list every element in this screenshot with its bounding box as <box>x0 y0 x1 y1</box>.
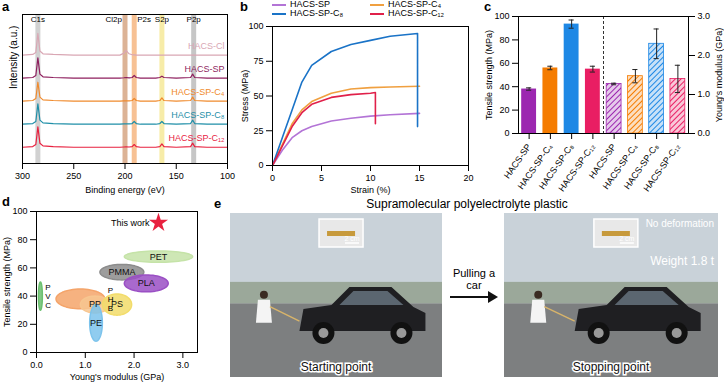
svg-text:2 cm: 2 cm <box>619 235 634 242</box>
svg-text:2 cm: 2 cm <box>344 235 359 242</box>
html-text:B: B <box>107 303 114 313</box>
svg-text:HACS-SP: HACS-SP <box>184 64 224 74</box>
svg-text:HACS-SP: HACS-SP <box>587 141 619 181</box>
svg-text:HACS-SP-C₁₂: HACS-SP-C₁₂ <box>556 141 597 194</box>
svg-text:1.0: 1.0 <box>698 89 711 99</box>
svg-text:HACS-SP-C₁₂: HACS-SP-C₁₂ <box>168 133 225 143</box>
svg-text:0: 0 <box>258 160 263 170</box>
svg-text:0: 0 <box>504 128 509 138</box>
svg-text:75: 75 <box>253 56 263 66</box>
svg-text:2.0: 2.0 <box>698 50 711 60</box>
svg-text:25: 25 <box>253 126 263 136</box>
svg-text:PP: PP <box>89 299 101 309</box>
svg-text:No deformation: No deformation <box>646 218 714 229</box>
svg-text:Cl2p: Cl2p <box>106 15 123 24</box>
svg-text:HACS-SP-C₈: HACS-SP-C₈ <box>621 141 661 192</box>
svg-text:0.0: 0.0 <box>30 360 43 370</box>
svg-text:20: 20 <box>499 105 509 115</box>
svg-text:40: 40 <box>17 291 27 301</box>
svg-text:80: 80 <box>499 35 509 45</box>
svg-text:Stress (MPa): Stress (MPa) <box>240 70 250 123</box>
svg-text:10: 10 <box>365 173 375 183</box>
svg-text:60: 60 <box>499 58 509 68</box>
svg-text:HACS-SP-C₄: HACS-SP-C₄ <box>600 141 640 192</box>
html-text:HACS-SP-C₈: HACS-SP-C₈ <box>290 8 344 18</box>
svg-text:Strain (%): Strain (%) <box>350 185 390 195</box>
svg-text:C1s: C1s <box>31 15 45 24</box>
html-text:b: b <box>240 0 248 14</box>
svg-text:40: 40 <box>499 82 509 92</box>
svg-text:P2s: P2s <box>137 15 151 24</box>
svg-text:PS: PS <box>111 299 123 309</box>
html-text:a: a <box>2 0 10 14</box>
svg-text:60: 60 <box>17 263 27 273</box>
svg-text:3.0: 3.0 <box>177 360 190 370</box>
svg-text:PLA: PLA <box>138 278 155 288</box>
svg-text:3.0: 3.0 <box>698 11 711 21</box>
svg-text:P2p: P2p <box>187 15 202 24</box>
svg-text:300: 300 <box>15 171 30 181</box>
svg-text:PET: PET <box>150 252 168 262</box>
svg-text:1.0: 1.0 <box>79 360 92 370</box>
svg-text:PVC: PVC <box>45 283 51 310</box>
svg-text:100: 100 <box>12 206 27 216</box>
html-text:P: P <box>107 285 114 295</box>
svg-text:HACS-SP: HACS-SP <box>502 141 534 181</box>
svg-text:2.0: 2.0 <box>128 360 141 370</box>
svg-text:PE: PE <box>90 318 102 328</box>
svg-text:This work: This work <box>111 218 150 228</box>
svg-text:Young's modulus (GPa): Young's modulus (GPa) <box>714 28 724 122</box>
svg-text:HACS-SP-C₄: HACS-SP-C₄ <box>515 141 555 192</box>
html-text:H: H <box>107 294 114 304</box>
svg-text:0.0: 0.0 <box>698 128 711 138</box>
svg-text:PMMA: PMMA <box>108 267 135 277</box>
svg-text:0: 0 <box>22 347 27 357</box>
svg-text:HACS-SP-C₈: HACS-SP-C₈ <box>171 110 225 120</box>
svg-text:200: 200 <box>117 171 132 181</box>
svg-text:Tensile strength (MPa): Tensile strength (MPa) <box>2 237 12 327</box>
svg-text:HACS-Cl: HACS-Cl <box>188 41 225 51</box>
svg-text:100: 100 <box>248 21 263 31</box>
svg-text:S2p: S2p <box>155 15 170 24</box>
html-text:e: e <box>214 196 222 211</box>
svg-text:0: 0 <box>270 173 275 183</box>
svg-text:Binding energy (eV): Binding energy (eV) <box>85 185 165 195</box>
html-text:HACS-SP: HACS-SP <box>290 0 330 9</box>
svg-text:Young's modulus (GPa): Young's modulus (GPa) <box>70 372 164 382</box>
svg-text:50: 50 <box>253 91 263 101</box>
html-text:HACS-SP-C₁₂: HACS-SP-C₁₂ <box>388 8 444 18</box>
svg-text:250: 250 <box>66 171 81 181</box>
svg-text:20: 20 <box>463 173 473 183</box>
svg-text:Intensity (a.u.): Intensity (a.u.) <box>8 26 19 89</box>
svg-text:Stopping point: Stopping point <box>573 360 650 374</box>
svg-text:5: 5 <box>319 173 324 183</box>
html-text:d: d <box>2 194 10 209</box>
svg-text:100: 100 <box>220 171 235 181</box>
svg-text:HACS-SP-C₄: HACS-SP-C₄ <box>171 87 225 97</box>
svg-text:HACS-SP-C₁₂: HACS-SP-C₁₂ <box>642 141 683 193</box>
svg-text:15: 15 <box>414 173 424 183</box>
html-text:HACS-SP-C₄: HACS-SP-C₄ <box>388 0 442 9</box>
svg-text:Pulling acar: Pulling acar <box>453 267 496 291</box>
svg-text:150: 150 <box>169 171 184 181</box>
svg-text:HACS-SP-C₈: HACS-SP-C₈ <box>536 141 576 192</box>
svg-text:Starting point: Starting point <box>301 360 372 374</box>
svg-text:80: 80 <box>17 235 27 245</box>
svg-text:Supramolecular polyelectrolyte: Supramolecular polyelectrolyte plastic <box>366 197 567 211</box>
html-text:c: c <box>484 0 492 14</box>
svg-text:Weight 1.8 t: Weight 1.8 t <box>650 254 714 268</box>
svg-text:20: 20 <box>17 319 27 329</box>
svg-text:Tensile strength (MPa): Tensile strength (MPa) <box>484 30 494 120</box>
svg-text:100: 100 <box>494 11 509 21</box>
